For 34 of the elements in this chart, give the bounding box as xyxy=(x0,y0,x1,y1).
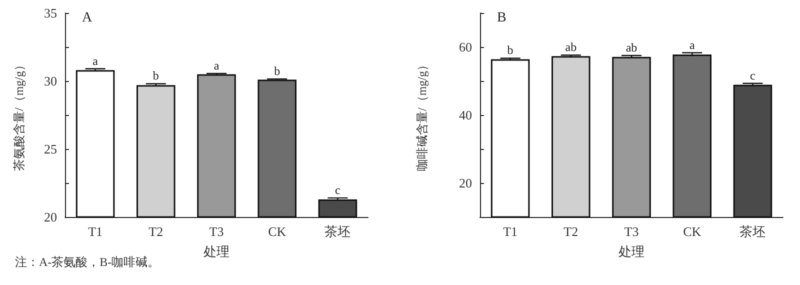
x-tick-label: T2 xyxy=(564,224,578,239)
x-tick-label: T3 xyxy=(624,224,639,239)
y-tick-label: 20 xyxy=(44,210,57,224)
x-tick-label: T1 xyxy=(503,224,518,239)
annotation: c xyxy=(750,68,756,82)
y-tick-label: 30 xyxy=(44,74,57,88)
x-tick-label: 茶坯 xyxy=(740,224,766,239)
chart-title: A xyxy=(82,10,93,26)
x-tick-label: CK xyxy=(268,224,287,239)
annotation: a xyxy=(214,58,220,73)
y-tick-label: 40 xyxy=(459,108,472,122)
text: 注：A-茶氨酸，B-咖啡碱。 xyxy=(15,255,160,269)
x-tick-label: T1 xyxy=(88,224,103,239)
annotation: a xyxy=(92,54,99,68)
annotation: ab xyxy=(626,40,638,54)
x-tick-label: CK xyxy=(683,224,702,239)
annotation: c xyxy=(335,182,340,197)
y-axis-title: 茶氨酸含量/（mg/g） xyxy=(12,58,26,172)
y-tick-label: 20 xyxy=(459,176,472,190)
annotation: b xyxy=(152,68,159,83)
x-axis-title: 处理 xyxy=(618,244,644,259)
annotation: a xyxy=(689,38,696,52)
x-tick-label: T2 xyxy=(148,224,164,239)
chart-title: B xyxy=(497,10,506,26)
x-axis-title: 处理 xyxy=(204,244,230,259)
annotation: b xyxy=(274,64,280,78)
y-tick-label: 60 xyxy=(459,40,472,54)
y-axis-title: 咖啡碱含量/（mg/g） xyxy=(415,58,429,172)
y-tick-label: 25 xyxy=(44,142,57,156)
annotation: b xyxy=(507,43,514,58)
y-tick-label: 35 xyxy=(44,6,57,20)
x-tick-label: T3 xyxy=(209,224,224,239)
x-tick-label: 茶坯 xyxy=(324,224,351,239)
annotation: ab xyxy=(565,40,577,54)
